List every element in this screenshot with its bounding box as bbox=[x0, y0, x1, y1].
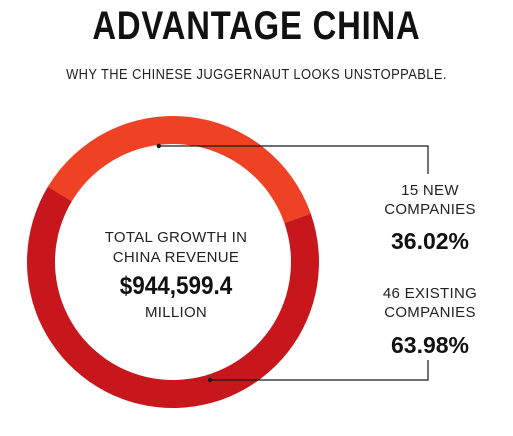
leader-dot-new bbox=[156, 143, 162, 149]
center-label-line1: TOTAL GROWTH IN bbox=[104, 229, 248, 246]
legend-new-line1: 15 NEW bbox=[401, 182, 459, 199]
legend-existing-value: 63.98% bbox=[390, 332, 469, 358]
center-unit: MILLION bbox=[144, 304, 208, 321]
legend-new-line2: COMPANIES bbox=[384, 201, 476, 218]
leader-line-new bbox=[158, 145, 429, 174]
legend-existing-line2: COMPANIES bbox=[384, 304, 476, 321]
center-value: $944,599.4 bbox=[119, 272, 233, 300]
legend-new-value: 36.02% bbox=[390, 228, 469, 254]
leader-dot-existing bbox=[207, 377, 213, 383]
slice-new-companies bbox=[47, 115, 311, 223]
legend-existing-line1: 46 EXISTING bbox=[382, 285, 478, 302]
page-subtitle: WHY THE CHINESE JUGGERNAUT LOOKS UNSTOPP… bbox=[66, 66, 447, 83]
slice-existing-companies bbox=[26, 186, 319, 408]
page-title: ADVANTAGE CHINA bbox=[92, 4, 421, 48]
center-label-line2: CHINA REVENUE bbox=[112, 249, 240, 266]
leader-line-existing bbox=[210, 360, 429, 381]
